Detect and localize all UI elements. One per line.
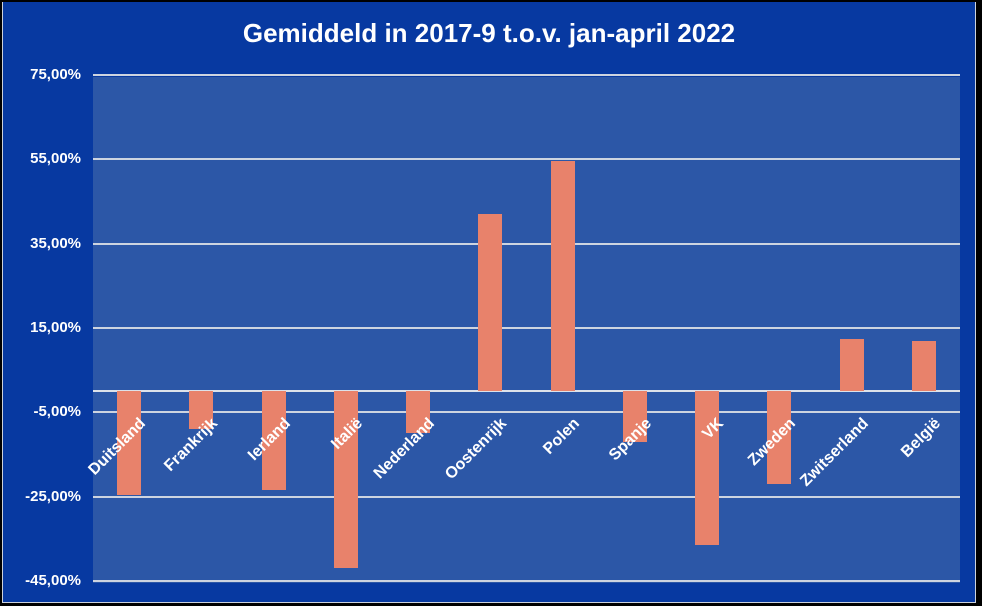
bar-spanje[interactable] — [622, 391, 647, 442]
gridline-35 — [93, 242, 960, 245]
bar-nederland[interactable] — [406, 391, 431, 434]
bar-vk[interactable] — [695, 391, 720, 546]
zero-axis-line — [93, 390, 960, 393]
bar-frankrijk[interactable] — [189, 391, 214, 430]
y-axis-tick-label: -25,00% — [25, 487, 81, 505]
bar-italie[interactable] — [333, 391, 358, 569]
plot-area — [93, 77, 960, 583]
y-axis-tick-label: -45,00% — [25, 572, 81, 589]
gridline--45 — [93, 580, 960, 582]
bar-duitsland[interactable] — [117, 391, 142, 495]
bar-belgie[interactable] — [911, 340, 936, 392]
y-axis-tick-label: 15,00% — [30, 319, 81, 336]
y-axis-tick-label: 75,00% — [30, 66, 81, 83]
y-axis-tick-label: -5,00% — [33, 403, 81, 421]
bar-zweden[interactable] — [767, 391, 792, 485]
bar-zwitserland[interactable] — [839, 338, 864, 392]
gridline-75 — [93, 74, 960, 76]
gridline--5 — [93, 411, 960, 414]
gridline-55 — [93, 158, 960, 161]
bar-oostenrijk[interactable] — [478, 214, 503, 392]
gridline-15 — [93, 327, 960, 329]
bar-polen[interactable] — [550, 161, 575, 392]
y-axis-tick-label: 55,00% — [30, 150, 81, 168]
y-axis-tick-label: 35,00% — [30, 234, 81, 252]
gridline--25 — [93, 495, 960, 498]
bar-ierland[interactable] — [261, 391, 286, 491]
chart-title: Gemiddeld in 2017-9 t.o.v. jan-april 202… — [242, 18, 736, 48]
